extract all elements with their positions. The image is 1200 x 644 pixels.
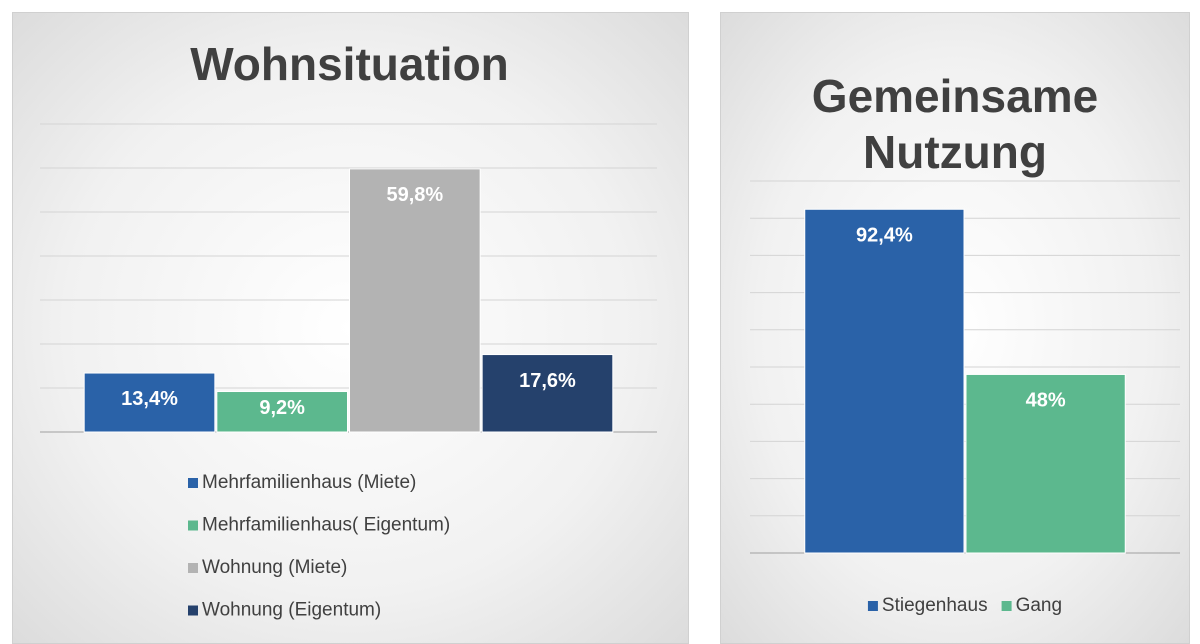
legend-label: Mehrfamilienhaus (Miete) (202, 472, 416, 493)
legend-label: Wohnung (Eigentum) (202, 600, 381, 621)
legend-swatch (1001, 601, 1012, 611)
legend-swatch (188, 605, 198, 616)
legend-swatch (867, 601, 878, 611)
legend-label: Gang (1016, 595, 1062, 616)
data-label: 59,8% (386, 184, 443, 206)
bar (804, 208, 965, 554)
bar (216, 391, 348, 433)
bar (349, 168, 481, 433)
chart-title: Gemeinsame Nutzung (811, 70, 1099, 178)
legend-swatch (188, 563, 198, 573)
data-label: 48% (1026, 390, 1066, 412)
legend-label: Wohnung (Miete) (202, 557, 347, 578)
legend-label: Stiegenhaus (882, 595, 988, 616)
bar (83, 372, 216, 433)
legend-swatch (188, 478, 198, 488)
bar (481, 354, 614, 433)
legend-swatch (188, 520, 198, 531)
data-label: 13,4% (121, 388, 178, 410)
data-label: 17,6% (519, 370, 576, 392)
legend-label: Mehrfamilienhaus( Eigentum) (202, 515, 450, 536)
data-label: 92,4% (856, 225, 913, 247)
bar (965, 373, 1126, 554)
chart-title: Wohnsituation (190, 38, 509, 90)
data-label: 9,2% (259, 397, 305, 419)
